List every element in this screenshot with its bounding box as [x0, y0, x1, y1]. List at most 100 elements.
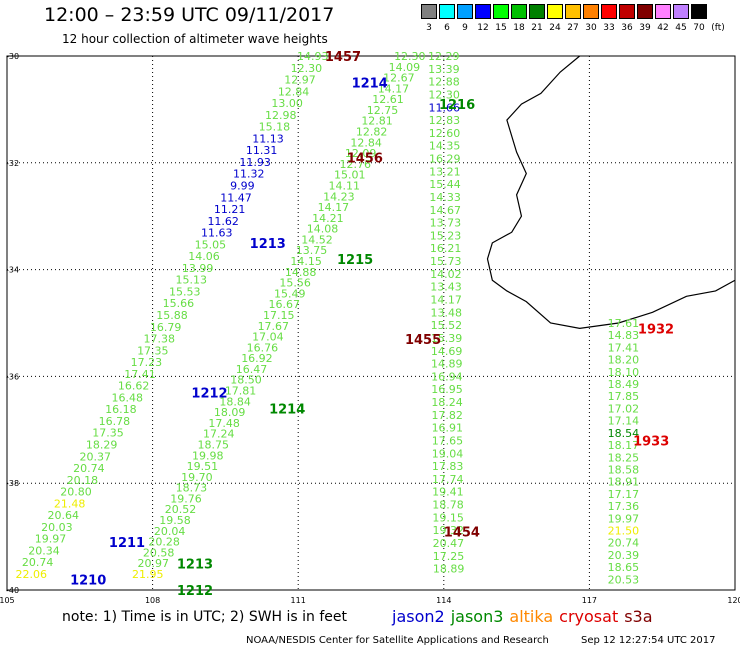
wave-height-value: 13.43: [430, 281, 462, 294]
longitude-label: 108: [145, 596, 160, 605]
wave-height-value: 15.39: [431, 332, 463, 345]
pass-number-label: 1455: [405, 333, 441, 348]
wave-height-value: 14.15: [290, 255, 322, 268]
wave-height-value: 15.18: [259, 121, 291, 134]
wave-height-value: 19.41: [432, 486, 464, 499]
legend-label: 33: [603, 23, 615, 33]
legend-swatch: [439, 4, 455, 19]
wave-height-value: 15.49: [274, 287, 306, 300]
wave-height-value: 12.76: [339, 158, 371, 171]
pass-number-label: 1215: [337, 253, 373, 268]
wave-height-value: 21.50: [608, 524, 640, 537]
legend-label: 15: [495, 23, 507, 33]
wave-height-value: 16.79: [150, 321, 182, 334]
wave-height-value: 17.23: [131, 356, 163, 369]
longitude-label: 111: [291, 596, 306, 605]
pass-number-label: 1212: [177, 584, 213, 599]
wave-height-value: 15.73: [430, 255, 462, 268]
wave-height-value: 14.06: [188, 250, 220, 263]
wave-height-value: 14.21: [312, 212, 344, 225]
wave-height-value: 17.48: [208, 417, 240, 430]
wave-height-value: 12.81: [361, 115, 393, 128]
wave-height-value: 12.98: [265, 109, 297, 122]
wave-height-value: 14.88: [285, 266, 317, 279]
legend-swatch: [637, 4, 653, 19]
wave-height-value: 19.51: [187, 460, 219, 473]
wave-height-value: 14.02: [430, 268, 462, 281]
legend-swatch: [583, 4, 599, 19]
pass-number-label: 1214: [352, 77, 388, 92]
legend-label: 30: [585, 23, 597, 33]
legend-label: 24: [549, 23, 561, 33]
pass-number-label: 1932: [638, 322, 674, 337]
wave-height-value: 16.94: [431, 370, 463, 383]
longitude-label: 114: [436, 596, 451, 605]
wave-height-value: 20.74: [22, 556, 54, 569]
wave-height-value: 20.47: [433, 537, 465, 550]
wave-height-value: 12.30: [291, 62, 323, 75]
wave-height-value: 20.64: [48, 509, 80, 522]
wave-height-value: 11.32: [233, 168, 265, 181]
wave-height-value: 19.97: [35, 533, 67, 546]
wave-height-value: 12.75: [367, 104, 399, 117]
latitude-label: -32: [6, 159, 19, 168]
legend-swatch: [565, 4, 581, 19]
pass-number-label: 1216: [439, 98, 475, 113]
latitude-label: -34: [6, 266, 19, 275]
pass-number-label: 1210: [70, 573, 106, 588]
wave-height-value: 17.74: [432, 473, 464, 486]
wave-height-value: 19.58: [159, 514, 191, 527]
wave-height-value: 16.21: [430, 242, 462, 255]
wave-height-value: 13.99: [182, 262, 214, 275]
wave-height-value: 14.67: [430, 204, 462, 217]
wave-height-value: 18.84: [219, 395, 251, 408]
wave-height-value: 11.93: [239, 156, 271, 169]
wave-height-value: 18.65: [608, 561, 640, 574]
wave-height-value: 17.41: [124, 368, 156, 381]
latitude-label: -40: [6, 586, 19, 595]
wave-height-value: 13.39: [428, 63, 460, 76]
wave-height-value: 16.76: [247, 341, 279, 354]
wave-height-value: 13.00: [271, 97, 303, 110]
wave-height-value: 16.62: [118, 380, 150, 393]
wave-height-value: 19.15: [432, 511, 464, 524]
wave-height-value: 18.10: [608, 366, 640, 379]
pass-number-label: 1457: [325, 50, 361, 65]
wave-height-value: 20.18: [67, 474, 99, 487]
wave-height-value: 13.48: [430, 306, 462, 319]
pass-number-label: 1211: [109, 536, 145, 551]
wave-height-value: 17.15: [263, 309, 295, 322]
wave-height-value: 20.37: [79, 450, 111, 463]
wave-height-value: 14.35: [429, 140, 461, 153]
wave-height-value: 21.95: [132, 568, 164, 581]
legend-label: 70: [693, 23, 705, 33]
wave-height-value: 17.81: [225, 385, 257, 398]
wave-height-value: 11.21: [214, 203, 246, 216]
wave-height-value: 18.58: [608, 463, 640, 476]
wave-height-value: 16.92: [241, 352, 273, 365]
wave-height-value: 20.04: [154, 525, 186, 538]
wave-height-value: 20.74: [608, 537, 640, 550]
wave-height-value: 15.53: [169, 285, 201, 298]
legend-label: 9: [462, 23, 468, 33]
wave-height-value: 16.95: [431, 383, 463, 396]
pass-number-label: 1933: [633, 434, 669, 449]
wave-height-value: 11.62: [207, 215, 239, 228]
legend-swatch: [655, 4, 671, 19]
wave-height-value: 15.13: [175, 274, 207, 287]
wave-height-value: 14.83: [608, 329, 640, 342]
pass-number-label: 1213: [250, 237, 286, 252]
wave-height-value: 16.48: [111, 391, 143, 404]
wave-height-value: 17.36: [608, 500, 640, 513]
legend-swatch: [475, 4, 491, 19]
wave-height-value: 14.23: [323, 190, 355, 203]
latitude-label: -38: [6, 479, 19, 488]
wave-height-value: 17.35: [137, 344, 169, 357]
satellite-name: altika: [509, 607, 554, 626]
wave-height-value: 20.74: [73, 462, 105, 475]
legend-swatch: [529, 4, 545, 19]
legend-label: 36: [621, 23, 633, 33]
wave-height-value: 14.17: [430, 294, 462, 307]
wave-height-value: 20.97: [137, 557, 169, 570]
wave-height-value: 18.54: [608, 427, 640, 440]
